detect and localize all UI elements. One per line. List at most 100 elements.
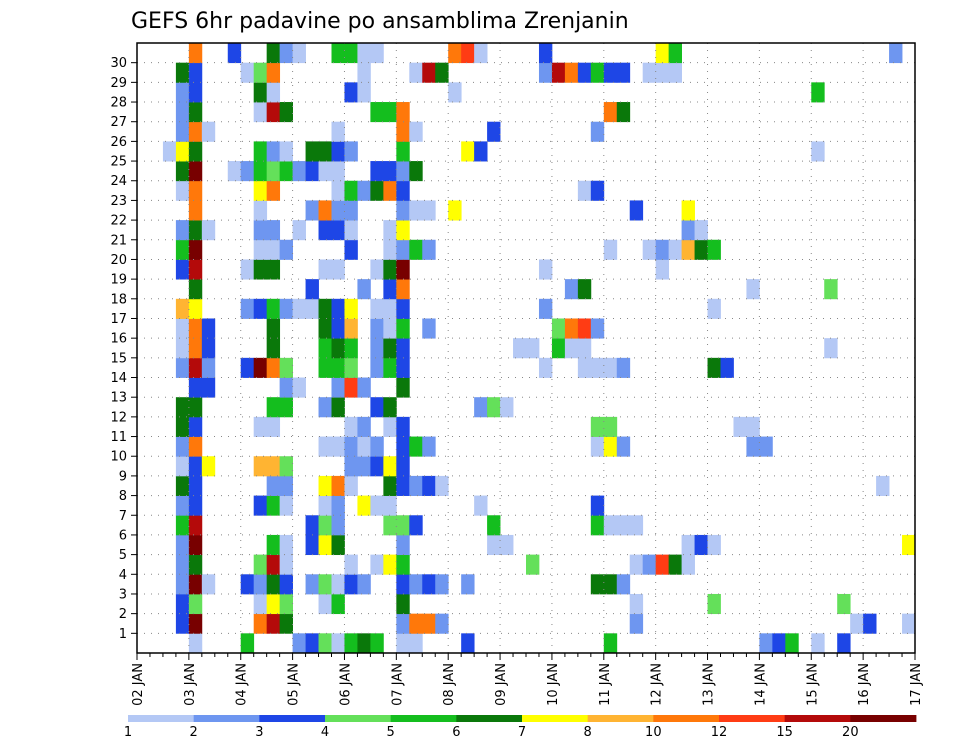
heatmap-cell	[279, 102, 293, 123]
heatmap-cell	[461, 43, 475, 64]
heatmap-cell	[175, 82, 190, 103]
heatmap-cell	[292, 161, 306, 182]
colorbar-label: 15	[776, 725, 793, 740]
heatmap-cell	[409, 436, 423, 457]
heatmap-cell	[175, 161, 190, 182]
heatmap-cell	[551, 62, 566, 83]
heatmap-cell	[500, 534, 514, 556]
heatmap-cell	[266, 141, 281, 162]
heatmap-cell	[681, 239, 695, 260]
heatmap-cell	[318, 318, 332, 339]
colorbar-label: 12	[711, 725, 728, 740]
heatmap-cell	[396, 102, 410, 123]
heatmap-cell	[253, 613, 268, 634]
heatmap-cell	[383, 416, 397, 437]
heatmap-cell	[409, 515, 423, 536]
heatmap-cell	[201, 121, 216, 142]
heatmap-cell	[331, 357, 345, 378]
heatmap-cell	[344, 239, 358, 260]
heatmap-cell	[383, 239, 397, 260]
heatmap-cell	[383, 298, 397, 319]
heatmap-cell	[240, 574, 255, 595]
heatmap-cell	[889, 43, 903, 64]
colorbar-label: 5	[387, 725, 395, 740]
heatmap-cell	[188, 495, 203, 516]
x-tick-label: 14 JAN	[753, 663, 768, 706]
heatmap-cell	[279, 534, 293, 556]
heatmap-cell	[331, 259, 345, 280]
heatmap-cell	[422, 62, 436, 83]
y-tick-label: 26	[110, 135, 127, 150]
colorbar-swatch	[456, 715, 523, 722]
heatmap-cell	[266, 593, 281, 615]
colorbar-swatch	[850, 715, 917, 722]
heatmap-cell	[396, 121, 410, 142]
heatmap-cell	[422, 318, 436, 339]
heatmap-cell	[642, 239, 657, 260]
heatmap-cell	[331, 318, 345, 339]
heatmap-cell	[642, 554, 657, 575]
heatmap-cell	[629, 554, 644, 575]
heatmap-cell	[396, 141, 410, 162]
heatmap-cell	[188, 574, 203, 595]
heatmap-cell	[266, 62, 281, 83]
heatmap-cell	[188, 633, 203, 654]
heatmap-cell	[266, 397, 281, 418]
heatmap-cell	[253, 593, 268, 615]
heatmap-cell	[603, 436, 618, 457]
heatmap-cell	[564, 279, 579, 300]
heatmap-cell	[279, 456, 293, 477]
heatmap-cell	[383, 475, 397, 496]
heatmap-cell	[201, 377, 216, 398]
heatmap-cell	[240, 161, 255, 182]
heatmap-cell	[318, 397, 332, 418]
heatmap-cell	[266, 161, 281, 182]
y-tick-label: 10	[110, 450, 127, 465]
heatmap-cell	[175, 475, 190, 496]
heatmap-cell	[461, 141, 475, 162]
heatmap-cell	[188, 613, 203, 634]
heatmap-cell	[474, 397, 488, 418]
heatmap-cell	[603, 357, 618, 378]
heatmap-cell	[629, 613, 644, 634]
heatmap-cell	[253, 200, 268, 221]
heatmap-cell	[318, 495, 332, 516]
heatmap-cell	[240, 633, 255, 654]
y-tick-label: 8	[119, 489, 127, 504]
heatmap-cell	[175, 102, 190, 123]
heatmap-cell	[279, 495, 293, 516]
heatmap-cell	[331, 338, 345, 359]
heatmap-cell	[292, 298, 306, 319]
heatmap-cell	[448, 200, 462, 221]
heatmap-cell	[655, 43, 670, 64]
heatmap-cell	[435, 62, 449, 83]
heatmap-cell	[266, 239, 281, 260]
heatmap-cell	[396, 554, 410, 575]
heatmap-cell	[629, 515, 644, 536]
heatmap-cell	[603, 239, 618, 260]
colorbar-swatch	[719, 715, 786, 722]
heatmap-cell	[590, 515, 605, 536]
heatmap-cell	[344, 298, 358, 319]
y-tick-label: 1	[119, 627, 127, 642]
heatmap-cell	[175, 613, 190, 634]
heatmap-cell	[188, 239, 203, 260]
heatmap-cell	[759, 633, 773, 654]
heatmap-cell	[344, 633, 358, 654]
colorbar-label: 6	[452, 725, 460, 740]
heatmap-cell	[318, 436, 332, 457]
heatmap-cell	[253, 357, 268, 378]
heatmap-cell	[266, 534, 281, 556]
y-tick-label: 14	[110, 371, 127, 386]
heatmap-cell	[383, 161, 397, 182]
heatmap-cell	[175, 534, 190, 556]
heatmap-cell	[863, 613, 877, 634]
heatmap-cell	[305, 161, 319, 182]
x-tick-label: 08 JAN	[442, 663, 457, 706]
heatmap-cell	[837, 633, 851, 654]
heatmap-cell	[201, 318, 216, 339]
heatmap-cell	[707, 534, 721, 556]
x-tick-label: 10 JAN	[546, 663, 561, 706]
heatmap-cell	[396, 259, 410, 280]
heatmap-cell	[266, 102, 281, 123]
